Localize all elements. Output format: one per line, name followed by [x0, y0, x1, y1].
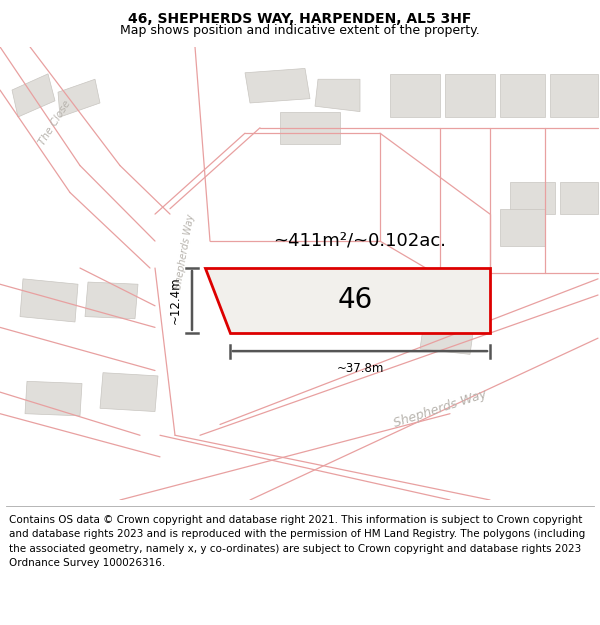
Text: The Close: The Close: [37, 98, 73, 147]
Polygon shape: [20, 279, 78, 322]
Polygon shape: [390, 74, 440, 117]
Polygon shape: [280, 112, 340, 144]
Polygon shape: [100, 372, 158, 411]
Polygon shape: [315, 79, 360, 112]
Text: ~12.4m: ~12.4m: [169, 277, 182, 324]
Polygon shape: [510, 182, 555, 214]
Polygon shape: [420, 314, 475, 354]
Polygon shape: [58, 79, 100, 117]
Polygon shape: [85, 282, 138, 319]
Polygon shape: [12, 74, 55, 117]
Text: Map shows position and indicative extent of the property.: Map shows position and indicative extent…: [120, 24, 480, 36]
Polygon shape: [560, 182, 598, 214]
Text: ~411m²/~0.102ac.: ~411m²/~0.102ac.: [274, 232, 446, 250]
Text: Contains OS data © Crown copyright and database right 2021. This information is : Contains OS data © Crown copyright and d…: [9, 515, 585, 568]
Polygon shape: [445, 74, 495, 117]
Polygon shape: [550, 74, 598, 117]
Polygon shape: [245, 69, 310, 103]
Text: Shepherds Way: Shepherds Way: [392, 387, 488, 429]
Polygon shape: [25, 381, 82, 416]
Polygon shape: [500, 209, 545, 246]
Polygon shape: [205, 268, 490, 332]
Text: Shepherds Way: Shepherds Way: [173, 214, 197, 290]
Text: 46, SHEPHERDS WAY, HARPENDEN, AL5 3HF: 46, SHEPHERDS WAY, HARPENDEN, AL5 3HF: [128, 12, 472, 26]
Polygon shape: [500, 74, 545, 117]
Text: 46: 46: [337, 286, 373, 314]
Text: ~37.8m: ~37.8m: [337, 362, 383, 375]
